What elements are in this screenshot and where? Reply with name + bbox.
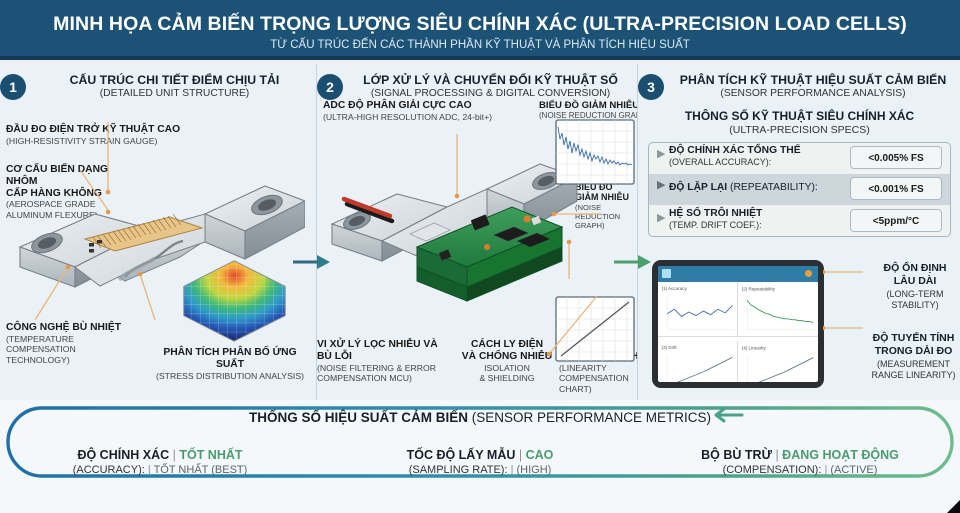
- svg-text:(2) Repeatability: (2) Repeatability: [742, 286, 776, 291]
- svg-text:(3) Drift: (3) Drift: [662, 345, 678, 350]
- svg-text:(1) Accuracy: (1) Accuracy: [662, 286, 688, 291]
- svg-text:(4) Linearity: (4) Linearity: [742, 345, 767, 350]
